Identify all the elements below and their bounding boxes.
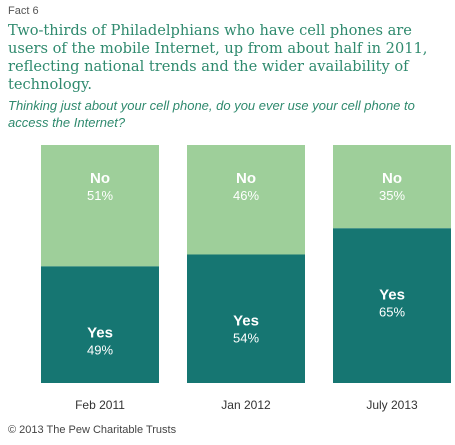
bar-no-1 — [41, 145, 159, 267]
data-label-no-1: 51% — [87, 188, 113, 203]
headline: Two-thirds of Philadelphians who have ce… — [8, 22, 428, 93]
series-label-yes-3: Yes — [379, 286, 405, 303]
copyright: © 2013 The Pew Charitable Trusts — [8, 424, 177, 436]
category-label-1: Feb 2011 — [75, 398, 125, 412]
survey-question: Thinking just about your cell phone, do … — [8, 98, 415, 130]
data-label-no-3: 35% — [379, 188, 405, 203]
data-label-no-2: 46% — [233, 188, 259, 203]
series-label-yes-2: Yes — [233, 312, 259, 329]
bar-yes-1 — [41, 266, 159, 383]
data-label-yes-2: 54% — [233, 330, 259, 345]
series-label-no-2: No — [236, 170, 256, 187]
bar-no-3 — [333, 145, 451, 229]
bar-yes-2 — [187, 254, 305, 383]
data-label-yes-1: 49% — [87, 342, 113, 357]
bar-no-2 — [187, 145, 305, 255]
fact-label: Fact 6 — [8, 5, 39, 17]
series-label-no-3: No — [382, 170, 402, 187]
category-label-2: Jan 2012 — [221, 398, 271, 412]
category-label-3: July 2013 — [366, 398, 418, 412]
series-label-yes-1: Yes — [87, 324, 113, 341]
series-label-no-1: No — [90, 170, 110, 187]
bar-yes-3 — [333, 228, 451, 383]
data-label-yes-3: 65% — [379, 304, 405, 319]
